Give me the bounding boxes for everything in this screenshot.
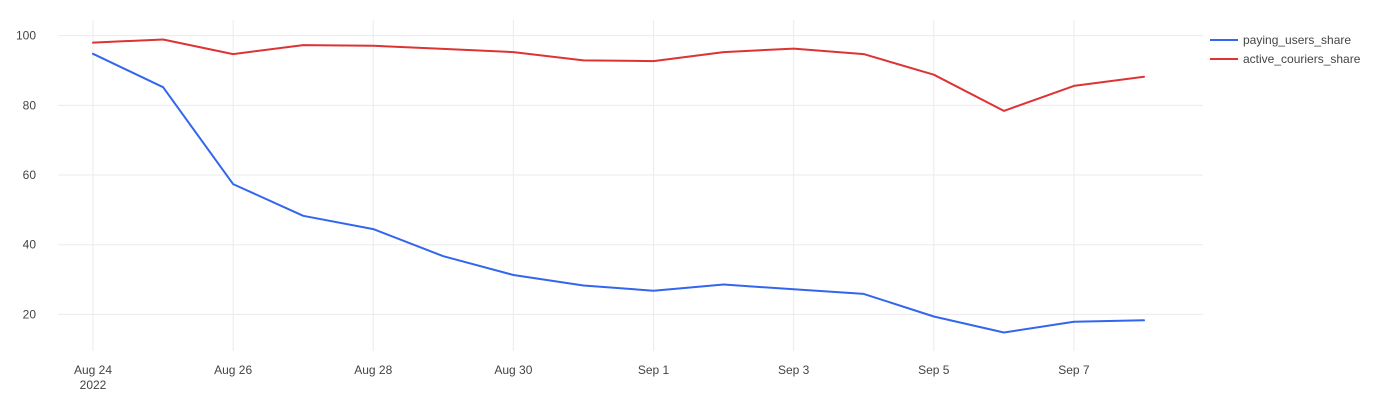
y-tick-label: 40: [23, 238, 37, 252]
x-tick-label: Sep 7: [1058, 363, 1090, 377]
legend-item-active-couriers-share[interactable]: active_couriers_share: [1210, 52, 1361, 66]
x-tick-label: Sep 1: [638, 363, 670, 377]
series-line-active-couriers-share[interactable]: [92, 38, 1145, 112]
legend-label: active_couriers_share: [1243, 52, 1361, 66]
series-line-paying-users-share[interactable]: [92, 52, 1145, 334]
x-tick-label: Aug 24: [74, 363, 112, 377]
legend-label: paying_users_share: [1243, 33, 1351, 47]
x-tick-label: Aug 30: [494, 363, 532, 377]
legend-item-paying-users-share[interactable]: paying_users_share: [1210, 33, 1351, 47]
x-tick-label: Aug 28: [354, 363, 392, 377]
y-tick-label: 60: [23, 168, 37, 182]
y-tick-label: 100: [16, 29, 36, 43]
x-tick-label: Sep 3: [778, 363, 810, 377]
legend[interactable]: paying_users_share active_couriers_share: [1210, 33, 1361, 66]
y-tick-label: 20: [23, 307, 37, 321]
series-layer: [92, 38, 1145, 334]
x-tick-label: Aug 26: [214, 363, 252, 377]
x-tick-label: Sep 5: [918, 363, 950, 377]
y-axis-ticks: 20 40 60 80 100: [16, 29, 36, 322]
x-tick-sublabel: 2022: [80, 378, 107, 392]
y-tick-label: 80: [23, 98, 37, 112]
grid-layer: [58, 20, 1203, 351]
